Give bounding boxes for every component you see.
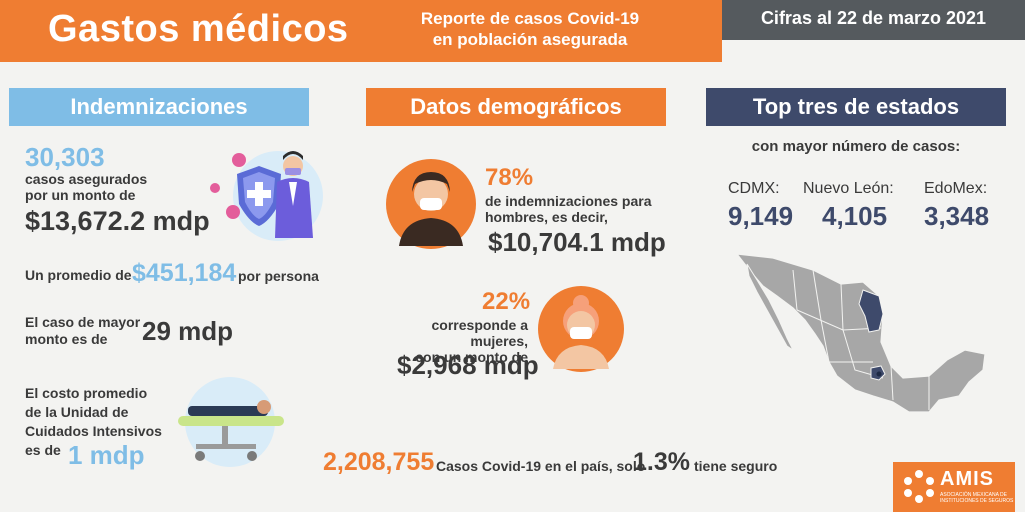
report-subtitle-line2: en población asegurada — [432, 30, 628, 49]
icu-line3: Cuidados Intensivos — [25, 423, 162, 439]
insured-text: tiene seguro — [694, 458, 778, 474]
man-avatar-icon — [386, 159, 476, 249]
amis-logo — [893, 462, 1015, 512]
insured-cases-label: casos asegurados por un monto de — [25, 171, 147, 203]
section-demograficos-heading: Datos demográficos — [366, 88, 666, 126]
mexico-map — [735, 253, 986, 413]
report-subtitle-line1: Reporte de casos Covid-19 — [420, 9, 640, 28]
doctor-shield-illustration — [210, 151, 323, 241]
max-case-line1: El caso de mayor — [25, 314, 141, 330]
state-value-edomex: 3,348 — [924, 201, 990, 231]
woman-avatar-icon — [538, 286, 624, 372]
report-subtitle: Reporte de casos Covid-19 en población a… — [380, 8, 680, 50]
men-label: de indemnizaciones para hombres, es deci… — [485, 193, 652, 225]
men-line2: hombres, es decir, — [485, 209, 608, 225]
header-banner — [0, 0, 722, 62]
state-name-cdmx: CDMX: — [728, 180, 780, 197]
women-amount: $2,968 mdp — [397, 350, 539, 380]
map-nuevo-leon — [858, 289, 884, 333]
insured-cases-number: 30,303 — [25, 142, 105, 172]
max-case-label: El caso de mayor monto es de — [25, 314, 140, 348]
women-line1: corresponde a mujeres, — [431, 317, 528, 349]
section-indemnizaciones-heading: Indemnizaciones — [9, 88, 309, 126]
state-name-edomex: EdoMex: — [924, 180, 988, 197]
women-percentage: 22% — [482, 288, 531, 315]
report-date: Cifras al 22 de marzo 2021 — [760, 8, 987, 28]
insured-percentage: 1.3% — [633, 448, 690, 476]
average-value: $451,184 — [132, 259, 237, 287]
amis-logo-name: AMIS — [940, 468, 994, 490]
insured-cases-line2: por un monto de — [25, 187, 136, 203]
page-title: Gastos médicos — [48, 8, 349, 50]
icu-line1: El costo promedio — [25, 385, 148, 401]
men-line1: de indemnizaciones para — [485, 193, 652, 209]
average-prefix: Un promedio de — [25, 267, 132, 283]
state-value-nuevo-leon: 4,105 — [822, 201, 888, 231]
icu-line4: es de — [25, 442, 61, 458]
women-line2: con un monto de — [415, 349, 528, 365]
date-banner — [722, 0, 1025, 40]
men-percentage: 78% — [485, 164, 534, 191]
icu-cost-value: 1 mdp — [68, 440, 145, 470]
women-label: corresponde a mujeres, con un monto de — [380, 317, 528, 365]
total-amount: $13,672.2 mdp — [25, 206, 210, 236]
average-suffix: por persona — [238, 268, 319, 284]
amis-tagline-line1: ASOCIACIÓN MEXICANA DE — [940, 492, 1007, 498]
icu-cost-label: El costo promedio de la Unidad de Cuidad… — [25, 384, 162, 460]
max-case-line2: monto es de — [25, 331, 108, 347]
insured-cases-line1: casos asegurados — [25, 171, 148, 187]
men-amount: $10,704.1 mdp — [488, 227, 666, 257]
country-cases-number: 2,208,755 — [323, 448, 435, 476]
country-cases-text: Casos Covid-19 en el país, solo — [436, 458, 646, 474]
icu-bed-illustration — [178, 377, 284, 467]
states-subheading: con mayor número de casos: — [751, 138, 961, 155]
max-case-value: 29 mdp — [142, 316, 234, 346]
map-cdmx — [876, 371, 882, 377]
state-value-cdmx: 9,149 — [728, 201, 794, 231]
amis-tagline-line2: INSTITUCIONES DE SEGUROS — [940, 498, 1014, 504]
amis-logo-tagline: ASOCIACIÓN MEXICANA DE INSTITUCIONES DE … — [940, 492, 1013, 504]
section-estados-heading: Top tres de estados — [706, 88, 1006, 126]
state-name-nuevo-leon: Nuevo León: — [803, 180, 894, 197]
amis-logo-icon — [904, 470, 934, 503]
icu-line2: de la Unidad de — [25, 404, 129, 420]
